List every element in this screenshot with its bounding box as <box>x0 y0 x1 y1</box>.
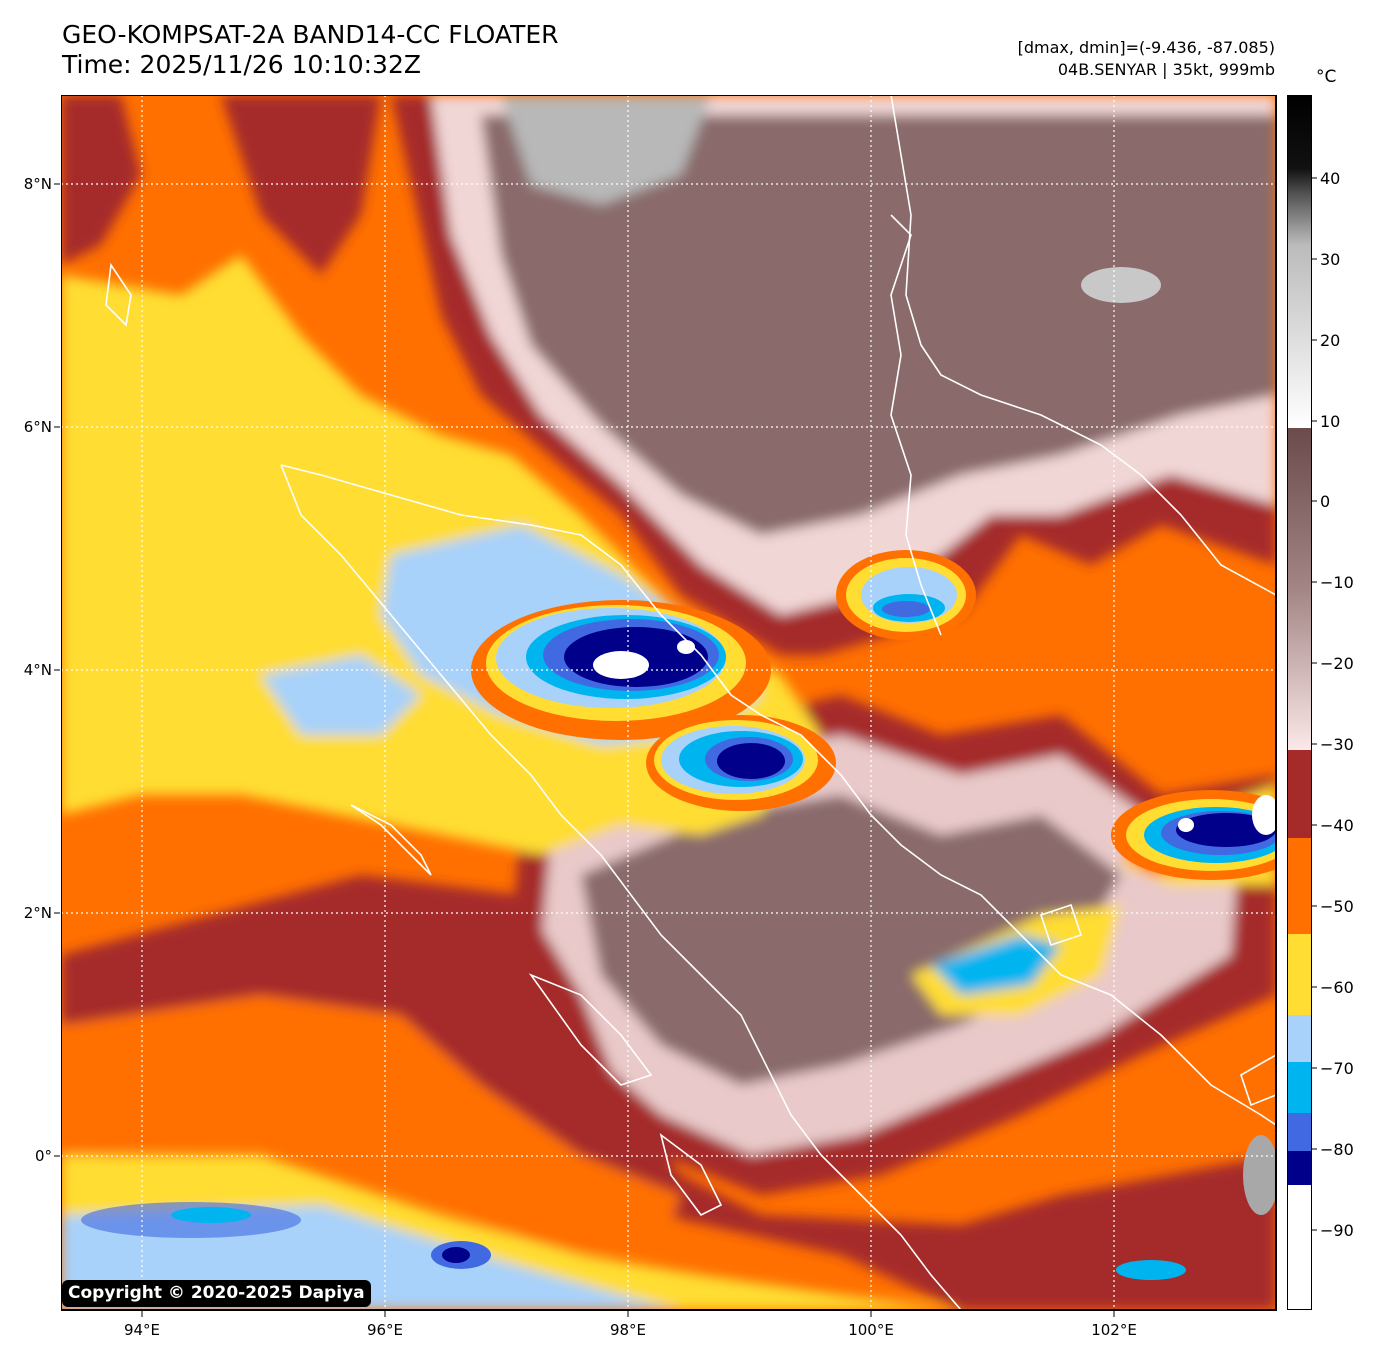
cb-frame <box>1287 95 1312 1310</box>
cb-tick-label: −70 <box>1320 1059 1354 1078</box>
cb-tick-label: 0 <box>1320 492 1330 511</box>
simeulue-island <box>350 804 432 876</box>
colorbar: 40 30 20 10 0 −10 −20 −30 −40 −50 −60 −7… <box>1287 95 1354 1310</box>
bangka-island <box>1240 1054 1276 1107</box>
gray-patch-north <box>501 95 711 205</box>
cb-tick-label: −20 <box>1320 654 1354 673</box>
dark-red-band-south <box>61 875 1276 1310</box>
satellite-map: 94°E 96°E 98°E 100°E 102°E <box>61 95 1277 1339</box>
lat-label: 4°N <box>24 661 52 679</box>
nias-island <box>528 973 653 1086</box>
cb-darkred-segment <box>1287 750 1312 838</box>
cb-warm-segment <box>1287 95 1312 428</box>
storm-name-text: 04B.SENYAR | 35kt, 999mb <box>1057 60 1275 79</box>
cb-tick-label: 30 <box>1320 250 1340 269</box>
cb-cyan-segment <box>1287 1062 1312 1113</box>
lat-label: 6°N <box>24 418 52 436</box>
lat-label: 8°N <box>24 175 52 193</box>
cb-tick-label: −80 <box>1320 1140 1354 1159</box>
cb-tick-label: −50 <box>1320 897 1354 916</box>
cold-patches-south <box>81 267 1276 1280</box>
cb-tick-label: 10 <box>1320 412 1340 431</box>
copyright-badge: Copyright © 2020-2025 Dapiya <box>62 1280 371 1307</box>
lat-ticks: 8°N 6°N 4°N 2°N 0° <box>24 175 60 1165</box>
sumatra-coast-south <box>280 464 962 1310</box>
dark-red-northwest <box>61 95 141 265</box>
cb-yellow-segment <box>1287 934 1312 1015</box>
cyan-streak-east <box>931 935 1061 995</box>
colorbar-unit: °C <box>1316 67 1337 87</box>
thai-coast <box>890 214 942 636</box>
lon-ticks: 94°E 96°E 98°E 100°E 102°E <box>124 1310 1137 1339</box>
imagery-layer <box>61 95 1276 1310</box>
cold-core-east <box>1111 790 1276 880</box>
riau-island <box>1039 903 1083 947</box>
map-frame <box>61 95 1277 1311</box>
cb-tick-label: −40 <box>1320 816 1354 835</box>
cb-blue-segment <box>1287 1113 1312 1151</box>
cb-tick-label: 20 <box>1320 331 1340 350</box>
nicobar-island-1 <box>105 262 132 327</box>
lightblue-patch-west <box>261 655 421 735</box>
cold-core-north <box>836 550 976 640</box>
brown-region-north <box>481 115 1276 535</box>
dark-red-north-ridge <box>221 95 381 275</box>
sumatra-coast-north <box>280 464 1276 1126</box>
cb-orange-segment <box>1287 838 1312 934</box>
cb-tick-label: −90 <box>1320 1221 1354 1240</box>
chart-title: GEO-KOMPSAT-2A BAND14-CC FLOATER Time: 2… <box>62 20 559 80</box>
cb-tick-label: −60 <box>1320 978 1354 997</box>
malay-peninsula-coast <box>890 95 1276 596</box>
cb-navy-segment <box>1287 1151 1312 1185</box>
cb-tick-label: −10 <box>1320 573 1354 592</box>
lon-label: 102°E <box>1091 1321 1137 1339</box>
cb-tick-label: −30 <box>1320 735 1354 754</box>
lon-label: 94°E <box>124 1321 160 1339</box>
cb-white-segment <box>1287 1185 1312 1309</box>
cb-lightblue-segment <box>1287 1015 1312 1062</box>
cb-brown-segment <box>1287 428 1312 750</box>
coastlines <box>105 95 1276 1310</box>
lon-label: 100°E <box>848 1321 894 1339</box>
mentawai-island <box>659 1133 723 1217</box>
lon-label: 96°E <box>367 1321 403 1339</box>
cb-tick-label: 40 <box>1320 169 1340 188</box>
lat-label: 2°N <box>24 904 52 922</box>
title-line-2: Time: 2025/11/26 10:10:32Z <box>62 50 421 79</box>
dmax-dmin-text: [dmax, dmin]=(-9.436, -87.085) <box>1017 38 1275 57</box>
cb-ticks: 40 30 20 10 0 −10 −20 −30 −40 −50 −60 −7… <box>1312 169 1354 1240</box>
storm-info: [dmax, dmin]=(-9.436, -87.085) 04B.SENYA… <box>1018 37 1275 81</box>
lon-label: 98°E <box>610 1321 646 1339</box>
lat-label: 0° <box>35 1147 52 1165</box>
orange-patch-southwest <box>61 995 681 1255</box>
title-line-1: GEO-KOMPSAT-2A BAND14-CC FLOATER <box>62 20 559 49</box>
cold-core-secondary <box>646 715 836 811</box>
